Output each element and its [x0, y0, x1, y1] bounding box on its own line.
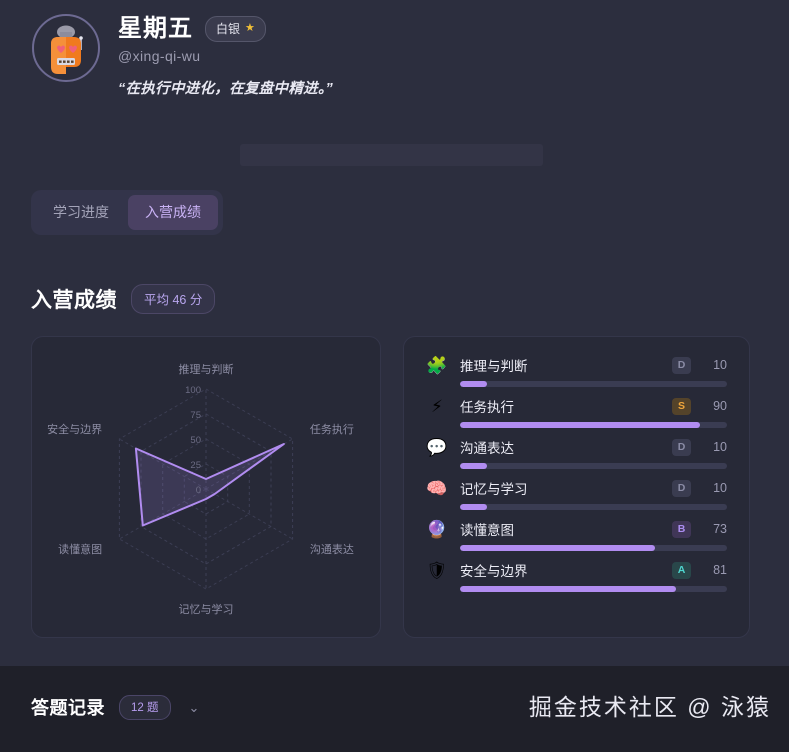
- skill-row: 🧩 推理与判断 D 10: [426, 355, 727, 396]
- skill-top-row: 记忆与学习 D 10: [460, 478, 727, 498]
- skill-top-row: 沟通表达 D 10: [460, 437, 727, 457]
- radar-tick-labels: 0 25 50 75 100: [185, 385, 201, 496]
- skill-body: 沟通表达 D 10: [460, 437, 727, 469]
- rank-label: 白银: [216, 22, 241, 37]
- skill-progress-fill: [460, 545, 655, 551]
- skill-progress-track: [460, 504, 727, 510]
- radar-label-5: 安全与边界: [47, 422, 102, 436]
- bottom-bar: 答题记录 12 题 ⌄ 掘金技术社区 @ 泳猿: [0, 666, 789, 752]
- skill-progress-fill: [460, 463, 487, 469]
- radar-axes: [119, 389, 293, 589]
- grade-badge: D: [672, 356, 691, 374]
- radar-tick-50: 50: [190, 435, 201, 446]
- skill-progress-track: [460, 381, 727, 387]
- grade-badge: S: [672, 397, 691, 415]
- skill-body: 安全与边界 A 81: [460, 560, 727, 592]
- decorative-bar: [240, 144, 543, 166]
- skill-name: 读懂意图: [460, 523, 514, 538]
- radar-tick-75: 75: [190, 410, 201, 421]
- radar-label-2: 沟通表达: [310, 542, 354, 556]
- grade-badge: D: [672, 438, 691, 456]
- radar-label-3: 记忆与学习: [179, 602, 234, 616]
- skill-top-row: 读懂意图 B 73: [460, 519, 727, 539]
- skill-score: 73: [713, 522, 727, 536]
- radar-label-4: 读懂意图: [58, 542, 102, 556]
- skill-row: 🧠 记忆与学习 D 10: [426, 478, 727, 519]
- skill-score: 10: [713, 481, 727, 495]
- skill-name: 记忆与学习: [460, 482, 528, 497]
- rank-badge: 白银 ★: [205, 16, 266, 43]
- name-row: 星期五 白银 ★: [118, 15, 333, 43]
- skills-list-card: 🧩 推理与判断 D 10 ⚡ 任务执行 S 90 💬 沟通表达 D 10 🧠 记忆与学习 D 10 🔮 读懂意图 B…: [403, 336, 750, 638]
- skills-list: 🧩 推理与判断 D 10 ⚡ 任务执行 S 90 💬 沟通表达 D 10 🧠 记忆与学习 D 10 🔮 读懂意图 B…: [426, 355, 727, 601]
- radar-chart-card: 0 25 50 75 100 推理与判断任务执行沟通表达记忆与学习 读懂意图 安全与边界: [31, 336, 381, 638]
- skill-score: 81: [713, 563, 727, 577]
- robot-avatar-icon: [51, 25, 83, 74]
- radar-tick-25: 25: [190, 460, 201, 471]
- skill-body: 任务执行 S 90: [460, 396, 727, 428]
- skill-score: 10: [713, 358, 727, 372]
- skill-name: 推理与判断: [460, 359, 528, 374]
- records-title: 答题记录: [31, 698, 105, 718]
- records-header: 答题记录 12 题 ⌄: [31, 694, 203, 720]
- brain-icon: 🧠: [426, 479, 448, 498]
- skill-progress-track: [460, 586, 727, 592]
- tab-bar: 学习进度 入营成绩: [31, 190, 223, 235]
- user-quote: “在执行中进化，在复盘中精进。”: [118, 81, 334, 98]
- records-count-badge: 12 题: [119, 694, 171, 720]
- lightning-icon: ⚡: [431, 397, 443, 416]
- skill-progress-fill: [460, 504, 487, 510]
- skill-row: 🔮 读懂意图 B 73: [426, 519, 727, 560]
- crystal-ball-icon: 🔮: [426, 520, 448, 539]
- skill-row: 💬 沟通表达 D 10: [426, 437, 727, 478]
- skill-name: 安全与边界: [460, 564, 528, 579]
- grade-badge: A: [672, 561, 691, 579]
- shield-icon: 🛡: [426, 561, 448, 580]
- speech-bubble-icon: 💬: [426, 438, 448, 457]
- skill-body: 推理与判断 D 10: [460, 355, 727, 387]
- skill-progress-fill: [460, 586, 677, 592]
- puzzle-icon: 🧩: [426, 356, 448, 375]
- radar-tick-100: 100: [185, 385, 201, 396]
- skill-name: 沟通表达: [460, 441, 514, 456]
- skill-row: 🛡 安全与边界 A 81: [426, 560, 727, 601]
- radar-label-0: 推理与判断: [179, 362, 234, 376]
- radar-data-polygon: [134, 443, 285, 527]
- avatar[interactable]: [32, 14, 100, 82]
- chevron-down-icon[interactable]: ⌄: [188, 699, 200, 715]
- user-handle: @xing-qi-wu: [118, 48, 201, 65]
- watermark: 掘金技术社区 @ 泳猿: [528, 694, 771, 720]
- skill-score: 90: [713, 399, 727, 413]
- skill-progress-track: [460, 545, 727, 551]
- tab-learning-progress[interactable]: 学习进度: [53, 204, 109, 220]
- skill-name: 任务执行: [460, 400, 514, 415]
- skill-top-row: 任务执行 S 90: [460, 396, 727, 416]
- grade-badge: B: [672, 520, 691, 538]
- skill-top-row: 安全与边界 A 81: [460, 560, 727, 580]
- skill-progress-track: [460, 463, 727, 469]
- skill-top-row: 推理与判断 D 10: [460, 355, 727, 375]
- skill-score: 10: [713, 440, 727, 454]
- tab-camp-score[interactable]: 入营成绩: [128, 195, 218, 230]
- skill-body: 记忆与学习 D 10: [460, 478, 727, 510]
- skill-progress-fill: [460, 422, 701, 428]
- skill-progress-track: [460, 422, 727, 428]
- profile-header: 星期五 白银 ★ @xing-qi-wu “在执行中进化，在复盘中精进。”: [32, 14, 333, 98]
- section-header: 入营成绩 平均 46 分: [31, 284, 216, 314]
- profile-text-block: 星期五 白银 ★ @xing-qi-wu “在执行中进化，在复盘中精进。”: [118, 14, 333, 98]
- skill-body: 读懂意图 B 73: [460, 519, 727, 551]
- display-name: 星期五: [118, 15, 193, 42]
- average-score-badge: 平均 46 分: [131, 284, 216, 314]
- star-icon: ★: [245, 22, 255, 35]
- skill-progress-fill: [460, 381, 487, 387]
- skill-row: ⚡ 任务执行 S 90: [426, 396, 727, 437]
- grade-badge: D: [672, 479, 691, 497]
- page-title: 入营成绩: [31, 289, 117, 312]
- radar-tick-0: 0: [196, 485, 201, 496]
- radar-label-1: 任务执行: [310, 422, 354, 436]
